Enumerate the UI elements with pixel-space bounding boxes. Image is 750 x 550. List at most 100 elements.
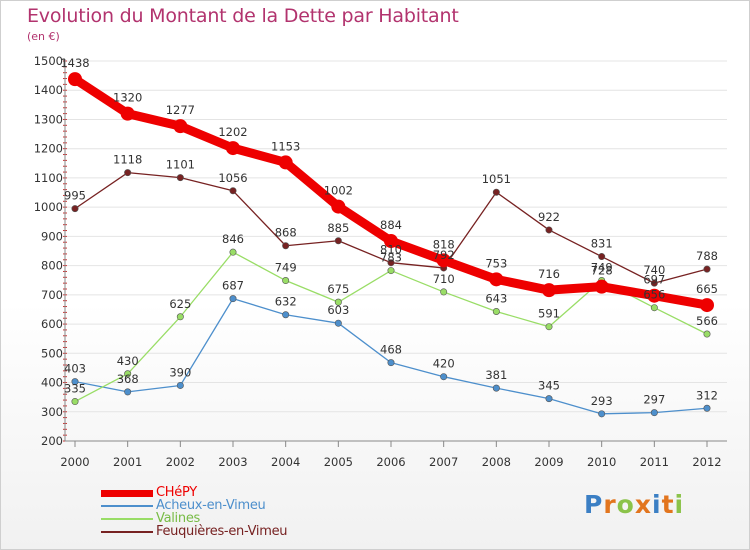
legend-item: Valines <box>101 511 361 526</box>
data-label: 1202 <box>218 125 247 139</box>
x-tick-label: 2009 <box>534 455 563 469</box>
legend-item: Feuquières-en-Vimeu <box>101 524 361 539</box>
data-label: 846 <box>222 232 244 246</box>
data-label: 368 <box>117 372 139 386</box>
data-point <box>176 174 184 182</box>
proxiti-logo: Proxiti <box>584 490 684 519</box>
data-label: 390 <box>169 365 191 379</box>
y-tick-label: 1400 <box>34 83 63 97</box>
data-point <box>703 265 711 273</box>
data-point <box>173 119 188 134</box>
data-label: 995 <box>64 189 86 203</box>
data-point <box>387 259 395 267</box>
data-label: 381 <box>485 368 507 382</box>
data-label: 632 <box>275 295 297 309</box>
data-point <box>282 242 290 250</box>
data-point <box>229 295 237 303</box>
data-point <box>71 205 79 213</box>
data-label: 728 <box>591 264 613 278</box>
chart-title: Evolution du Montant de la Dette par Hab… <box>27 5 459 27</box>
data-label: 749 <box>591 261 613 275</box>
legend-label: CHéPY <box>156 485 197 500</box>
y-tick-label: 1300 <box>34 112 63 126</box>
data-point <box>278 155 293 170</box>
data-label: 868 <box>275 226 297 240</box>
data-point <box>334 237 342 245</box>
y-tick-label: 400 <box>41 376 63 390</box>
data-label: 1118 <box>113 153 142 167</box>
data-label: 468 <box>380 343 402 357</box>
data-label: 922 <box>538 210 560 224</box>
x-tick-label: 2007 <box>429 455 458 469</box>
data-point <box>334 319 342 327</box>
data-point <box>226 141 240 156</box>
x-tick-label: 2000 <box>60 455 89 469</box>
data-label: 749 <box>275 261 297 275</box>
logo-letter: i <box>674 490 685 519</box>
y-tick-label: 1100 <box>34 171 63 185</box>
x-tick-label: 2005 <box>324 455 353 469</box>
data-point <box>650 304 658 312</box>
data-point <box>545 323 553 331</box>
data-label: 430 <box>117 354 139 368</box>
legend-swatch <box>101 490 153 497</box>
y-tick-label: 200 <box>41 434 63 448</box>
data-label: 345 <box>538 379 560 393</box>
data-label: 656 <box>643 288 665 302</box>
legend-item: CHéPY <box>101 485 361 500</box>
data-point <box>387 359 395 367</box>
legend-label: Feuquières-en-Vimeu <box>156 524 288 539</box>
legend-label: Acheux-en-Vimeu <box>156 498 266 513</box>
x-tick-label: 2001 <box>113 455 142 469</box>
x-tick-label: 2008 <box>482 455 511 469</box>
y-tick-label: 1500 <box>34 54 63 68</box>
data-point <box>176 381 184 389</box>
y-tick-label: 900 <box>41 229 63 243</box>
data-point <box>334 298 342 306</box>
data-point <box>542 283 556 298</box>
x-tick-label: 2003 <box>218 455 247 469</box>
data-label: 312 <box>696 388 718 402</box>
data-point <box>436 253 451 268</box>
logo-letter: i <box>652 490 662 519</box>
data-label: 884 <box>380 218 402 232</box>
data-label: 293 <box>591 394 613 408</box>
data-point <box>492 308 500 316</box>
data-label: 420 <box>433 357 455 371</box>
y-tick-label: 500 <box>41 346 63 360</box>
legend-swatch <box>101 505 153 507</box>
data-point <box>331 199 346 214</box>
data-point <box>598 253 606 261</box>
data-point <box>124 169 132 177</box>
data-label: 792 <box>433 248 455 262</box>
data-point <box>489 272 504 287</box>
data-point <box>387 267 395 275</box>
data-label: 665 <box>696 282 718 296</box>
x-tick-label: 2006 <box>376 455 405 469</box>
data-point <box>650 409 658 417</box>
chart-subtitle: (en €) <box>27 30 60 43</box>
data-point <box>594 279 609 294</box>
data-point <box>124 388 132 396</box>
data-point <box>703 330 711 338</box>
data-point <box>492 188 500 196</box>
data-label: 643 <box>485 292 507 306</box>
data-label: 885 <box>327 221 349 235</box>
data-point <box>703 404 711 412</box>
data-point <box>492 384 500 392</box>
data-label: 783 <box>380 251 402 265</box>
data-point <box>545 395 553 403</box>
data-point <box>71 378 79 386</box>
data-point <box>598 410 606 418</box>
data-point <box>384 234 398 249</box>
data-point <box>124 370 132 378</box>
data-point <box>282 277 290 285</box>
y-tick-label: 700 <box>41 288 63 302</box>
data-label: 297 <box>643 393 665 407</box>
data-point <box>68 72 82 87</box>
logo-letter: x <box>634 490 652 519</box>
data-label: 810 <box>380 243 402 257</box>
data-label: 1051 <box>482 172 511 186</box>
data-label: 675 <box>327 282 349 296</box>
data-label: 1002 <box>324 184 353 198</box>
